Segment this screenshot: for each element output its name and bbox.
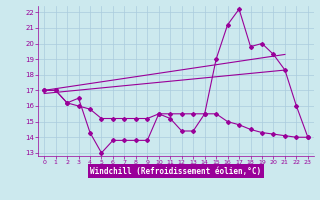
X-axis label: Windchill (Refroidissement éolien,°C): Windchill (Refroidissement éolien,°C) — [91, 167, 261, 176]
